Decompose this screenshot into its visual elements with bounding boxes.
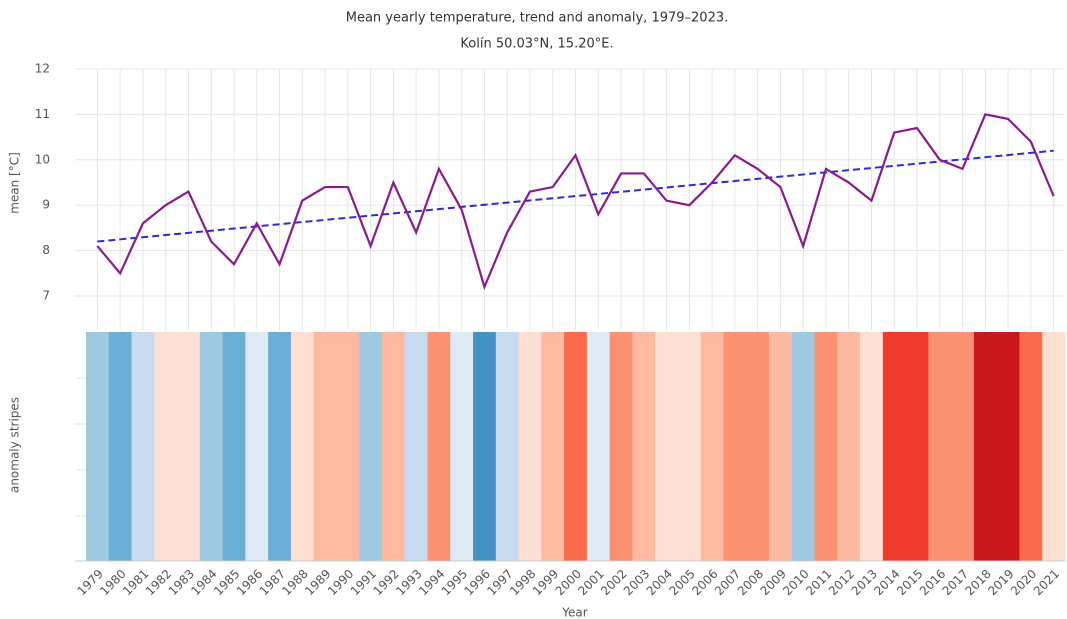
anomaly-stripe — [951, 332, 975, 561]
anomaly-stripe — [518, 332, 542, 561]
anomaly-stripe — [1019, 332, 1043, 561]
anomaly-stripe — [473, 332, 497, 561]
anomaly-stripe — [905, 332, 929, 561]
y-tick-label: 7 — [42, 289, 50, 303]
anomaly-stripe — [86, 332, 110, 561]
y-tick-label: 11 — [35, 107, 50, 121]
anomaly-stripe — [541, 332, 565, 561]
anomaly-stripe — [677, 332, 702, 561]
anomaly-stripe — [882, 332, 907, 561]
anomaly-stripe — [860, 332, 884, 561]
anomaly-stripe — [928, 332, 952, 561]
anomaly-stripe — [290, 332, 315, 561]
anomaly-stripe — [1042, 332, 1066, 561]
anomaly-stripe — [131, 332, 155, 561]
anomaly-stripe — [313, 332, 337, 561]
anomaly-stripe — [268, 332, 292, 561]
anomaly-stripe — [632, 332, 656, 561]
anomaly-stripe — [837, 332, 861, 561]
anomaly-stripe — [359, 332, 383, 561]
anomaly-stripe — [746, 332, 770, 561]
anomaly-stripe — [564, 332, 588, 561]
anomaly-stripe — [154, 332, 178, 561]
x-tick-label: 2021 — [1031, 567, 1062, 598]
y-tick-label: 12 — [35, 62, 50, 76]
anomaly-stripe — [700, 332, 724, 561]
anomaly-stripe — [404, 332, 429, 561]
anomaly-stripe — [609, 332, 633, 561]
anomaly-stripe — [586, 332, 611, 561]
anomaly-stripe — [655, 332, 679, 561]
chart-title: Mean yearly temperature, trend and anoma… — [346, 11, 729, 26]
anomaly-stripe — [177, 332, 201, 561]
anomaly-stripe — [108, 332, 133, 561]
anomaly-stripe — [814, 332, 838, 561]
anomaly-stripe — [381, 332, 406, 561]
stripes-axis-label: anomaly stripes — [8, 397, 22, 493]
anomaly-stripe — [427, 332, 451, 561]
y-tick-label: 10 — [35, 152, 50, 166]
y-axis-label: mean [°C] — [8, 152, 22, 214]
chart-subtitle: Kolín 50.03°N, 15.20°E. — [460, 37, 613, 52]
anomaly-stripe — [723, 332, 747, 561]
anomaly-stripe — [336, 332, 360, 561]
anomaly-stripe — [791, 332, 816, 561]
anomaly-stripe — [245, 332, 269, 561]
y-tick-label: 9 — [42, 198, 50, 212]
anomaly-stripe — [769, 332, 793, 561]
series-line — [96, 113, 1055, 291]
anomaly-stripe — [495, 332, 520, 561]
x-axis-label: Year — [561, 606, 587, 619]
trend-line — [97, 149, 1054, 243]
y-tick-label: 8 — [42, 243, 50, 257]
anomaly-stripe — [996, 332, 1020, 561]
anomaly-stripe — [199, 332, 224, 561]
anomaly-stripe — [222, 332, 246, 561]
anomaly-stripe — [973, 332, 998, 561]
anomaly-stripe — [450, 332, 474, 561]
